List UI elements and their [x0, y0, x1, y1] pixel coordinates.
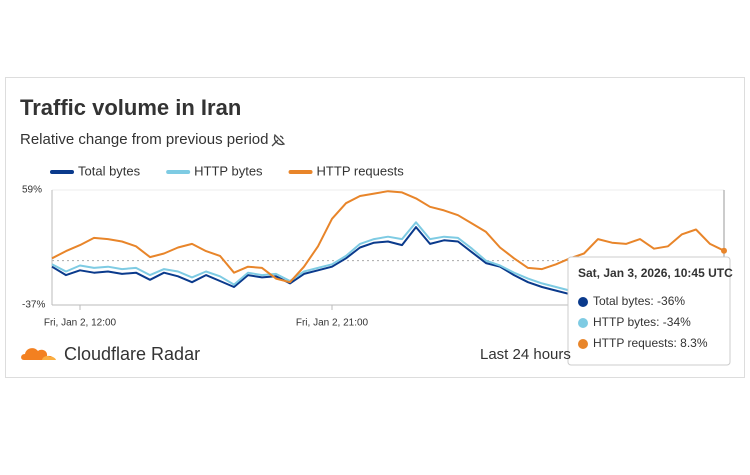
title: Traffic volume in Iran	[20, 95, 241, 120]
series-line	[51, 190, 725, 284]
tooltip-row: HTTP requests: 8.3%	[593, 336, 708, 350]
legend-label: Total bytes	[78, 163, 141, 178]
tooltip-dot	[578, 297, 588, 307]
legend: Total bytes HTTP bytes HTTP requests	[50, 163, 405, 178]
logo	[21, 348, 56, 360]
tooltip-row: Total bytes: -36%	[593, 294, 685, 308]
tooltip-row: HTTP bytes: -34%	[593, 315, 691, 329]
tooltip-title: Sat, Jan 3, 2026, 10:45 UTC	[578, 266, 733, 280]
brand: Cloudflare Radar	[64, 344, 200, 364]
tooltip-dot	[578, 339, 588, 349]
x-tick-label: Fri, Jan 2, 12:00	[44, 318, 117, 329]
tooltip-box	[567, 256, 731, 366]
info-icon[interactable]	[271, 133, 286, 147]
y-tick-label: 59%	[22, 185, 42, 196]
subtitle: Relative change from previous period	[20, 131, 268, 148]
y-tick-label: -37%	[22, 300, 45, 311]
hover-dot	[721, 247, 727, 254]
tooltip-dot	[578, 318, 588, 328]
legend-label: HTTP requests	[317, 163, 405, 178]
tooltip: Sat, Jan 3, 2026, 10:45 UTC Total bytes: …	[567, 256, 733, 366]
legend-label: HTTP bytes	[194, 163, 263, 178]
x-tick-label: Fri, Jan 2, 21:00	[296, 318, 369, 329]
time-range[interactable]: Last 24 hours	[480, 346, 571, 363]
